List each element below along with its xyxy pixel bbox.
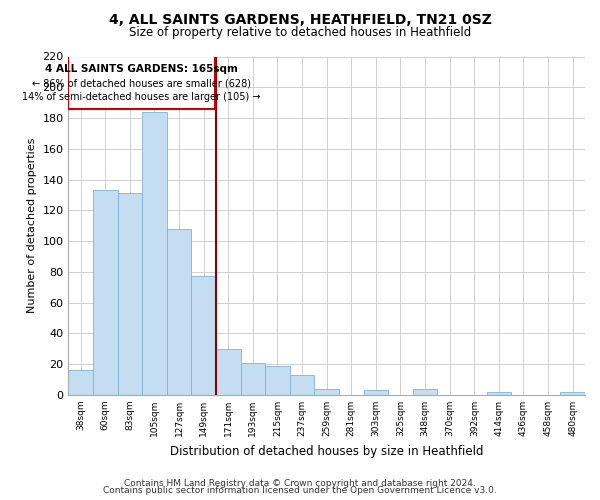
Text: ← 86% of detached houses are smaller (628): ← 86% of detached houses are smaller (62…: [32, 78, 251, 88]
Bar: [68, 370, 93, 395]
Text: Contains HM Land Registry data © Crown copyright and database right 2024.: Contains HM Land Registry data © Crown c…: [124, 478, 476, 488]
Bar: [142, 112, 167, 395]
Bar: [68, 56, 215, 109]
Bar: [487, 392, 511, 395]
Text: 14% of semi-detached houses are larger (105) →: 14% of semi-detached houses are larger (…: [22, 92, 261, 102]
Text: Size of property relative to detached houses in Heathfield: Size of property relative to detached ho…: [129, 26, 471, 39]
Bar: [265, 366, 290, 395]
Bar: [216, 349, 241, 395]
Bar: [118, 194, 142, 395]
Bar: [167, 229, 191, 395]
Bar: [560, 392, 585, 395]
Bar: [191, 276, 216, 395]
Bar: [413, 389, 437, 395]
X-axis label: Distribution of detached houses by size in Heathfield: Distribution of detached houses by size …: [170, 444, 484, 458]
Bar: [290, 375, 314, 395]
Bar: [314, 389, 339, 395]
Y-axis label: Number of detached properties: Number of detached properties: [27, 138, 37, 314]
Bar: [93, 190, 118, 395]
Text: 4 ALL SAINTS GARDENS: 165sqm: 4 ALL SAINTS GARDENS: 165sqm: [45, 64, 238, 74]
Bar: [241, 362, 265, 395]
Bar: [364, 390, 388, 395]
Text: Contains public sector information licensed under the Open Government Licence v3: Contains public sector information licen…: [103, 486, 497, 495]
Text: 4, ALL SAINTS GARDENS, HEATHFIELD, TN21 0SZ: 4, ALL SAINTS GARDENS, HEATHFIELD, TN21 …: [109, 12, 491, 26]
